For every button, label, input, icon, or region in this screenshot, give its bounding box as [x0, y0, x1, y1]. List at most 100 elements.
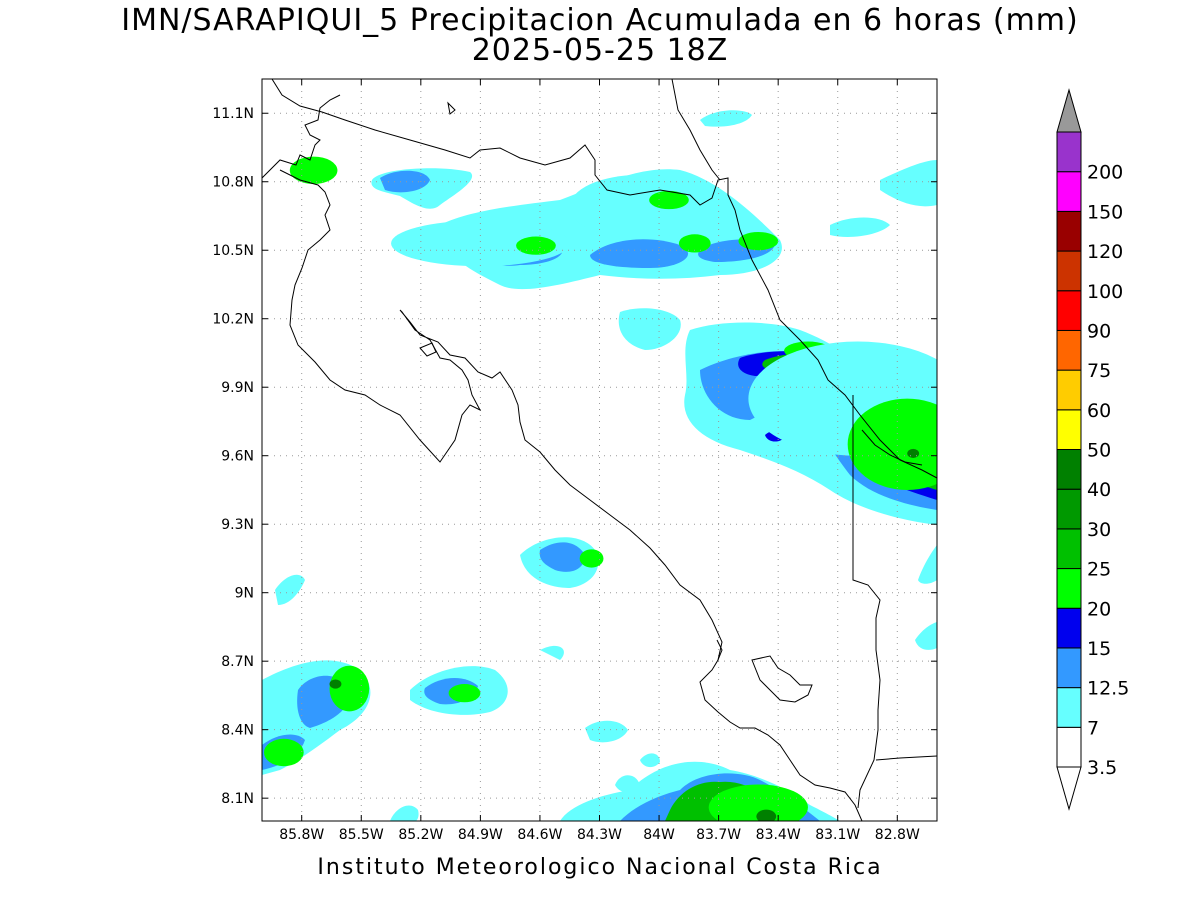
precip-cell-core — [329, 679, 342, 689]
colorbar-swatch — [1056, 131, 1082, 173]
colorbar-label: 100 — [1087, 281, 1123, 303]
precip-area — [540, 645, 564, 660]
colorbar-swatch — [1056, 210, 1082, 252]
colorbar-swatch — [1056, 449, 1082, 490]
y-tick-label: 8.1N — [221, 791, 254, 807]
coastline — [875, 755, 937, 761]
colorbar-swatch — [1056, 250, 1082, 292]
y-tick-label: 8.7N — [221, 654, 254, 670]
colorbar-label: 40 — [1087, 479, 1111, 501]
colorbar-label: 150 — [1087, 201, 1123, 223]
precip-area — [880, 160, 937, 207]
y-tick-label: 8.4N — [221, 723, 254, 739]
precip-area — [275, 574, 305, 605]
coastline — [262, 79, 937, 479]
precip-area — [618, 308, 681, 350]
graticule — [262, 79, 937, 821]
x-tick-label: 85.5W — [339, 827, 384, 843]
x-tick-label: 85.2W — [398, 827, 443, 843]
precip-cell-core — [289, 156, 338, 185]
precip-area — [830, 217, 890, 237]
precip-area — [390, 805, 419, 821]
precip-cell-core — [756, 809, 777, 821]
colorbar-label: 200 — [1087, 162, 1123, 184]
x-tick-label: 83.7W — [696, 827, 741, 843]
colorbar-label: 15 — [1087, 638, 1111, 660]
coastline — [716, 639, 723, 661]
color-bar: 3.5 7 12.5 15 20 25 30 40 50 60 75 90 100 120 150 200 — [1056, 88, 1129, 811]
colorbar-swatch — [1056, 607, 1082, 649]
y-tick-label: 11.1N — [212, 106, 254, 122]
precip-area — [590, 239, 689, 268]
colorbar-label: 120 — [1087, 241, 1123, 263]
footer-credit: Instituto Meteorologico Nacional Costa R… — [317, 855, 883, 880]
precip-cell-core — [448, 684, 481, 703]
precip-cell-core — [329, 665, 370, 712]
colorbar-label: 90 — [1087, 320, 1111, 342]
colorbar-label: 30 — [1087, 519, 1111, 541]
colorbar-label: 12.5 — [1087, 678, 1129, 700]
precip-area — [615, 775, 640, 793]
precip-cell-core — [649, 190, 689, 210]
colorbar-swatch — [1056, 488, 1082, 530]
colorbar-label: 25 — [1087, 559, 1111, 581]
precip-cell-core — [678, 234, 711, 253]
precip-cell-core — [738, 231, 779, 251]
precip-cell-core — [516, 236, 556, 255]
island — [419, 342, 437, 357]
precip-area — [380, 170, 430, 193]
y-tick-label: 9.9N — [221, 380, 254, 396]
colorbar-over-triangle — [1056, 88, 1082, 133]
x-tick-label: 85.8W — [279, 827, 324, 843]
precip-area — [918, 545, 937, 584]
coastline-borders — [262, 79, 937, 821]
colorbar-label: 60 — [1087, 400, 1111, 422]
island — [447, 101, 456, 115]
x-tick-label: 83.4W — [756, 827, 801, 843]
colorbar-swatch — [1056, 369, 1082, 411]
colorbar-swatch — [1056, 171, 1082, 212]
x-tick-label: 84W — [643, 827, 675, 843]
x-tick-label: 84.6W — [517, 827, 562, 843]
precip-area — [700, 110, 752, 127]
colorbar-label: 20 — [1087, 598, 1111, 620]
coastline — [262, 94, 341, 179]
colorbar-swatch — [1056, 290, 1082, 331]
map-subtitle-date: 2025-05-25 18Z — [471, 33, 729, 68]
colorbar-label: 75 — [1087, 360, 1111, 382]
precip-area — [915, 622, 937, 650]
y-tick-label: 9N — [235, 586, 254, 602]
y-tick-label: 10.8N — [212, 175, 254, 191]
precip-area — [585, 720, 628, 743]
y-tick-label: 9.6N — [221, 449, 254, 465]
colorbar-swatch — [1056, 568, 1082, 609]
precip-cell-core — [263, 738, 304, 767]
y-tick-label: 10.2N — [212, 312, 254, 328]
colorbar-swatch — [1056, 687, 1082, 728]
colorbar-swatch — [1056, 528, 1082, 570]
colorbar-label: 7 — [1087, 717, 1099, 739]
colorbar-swatch — [1056, 647, 1082, 689]
peninsula-coast — [751, 655, 813, 703]
colorbar-swatch — [1056, 329, 1082, 371]
x-tick-label: 84.3W — [577, 827, 622, 843]
axes: 85.8W 85.5W 85.2W 84.9W 84.6W 84.3W 84W 83.7W 83… — [212, 79, 937, 843]
border-line — [852, 395, 881, 809]
border-line — [861, 429, 923, 466]
x-tick-label: 84.9W — [458, 827, 503, 843]
precip-cell-core — [391, 220, 570, 267]
precip-cell-core — [579, 549, 604, 568]
precip-area — [539, 542, 585, 572]
colorbar-under-triangle — [1056, 766, 1082, 811]
map-title: IMN/SARAPIQUI_5 Precipitacion Acumulada … — [121, 3, 1079, 38]
colorbar-label: 50 — [1087, 440, 1111, 462]
precip-cell-core — [569, 174, 709, 239]
coastline — [279, 169, 863, 821]
precip-area — [640, 753, 660, 768]
colorbar-label: 3.5 — [1087, 757, 1117, 779]
colorbar-swatch — [1056, 726, 1082, 768]
precipitation-field — [262, 110, 937, 821]
precip-cell-core — [907, 448, 920, 458]
x-tick-label: 83.1W — [815, 827, 860, 843]
